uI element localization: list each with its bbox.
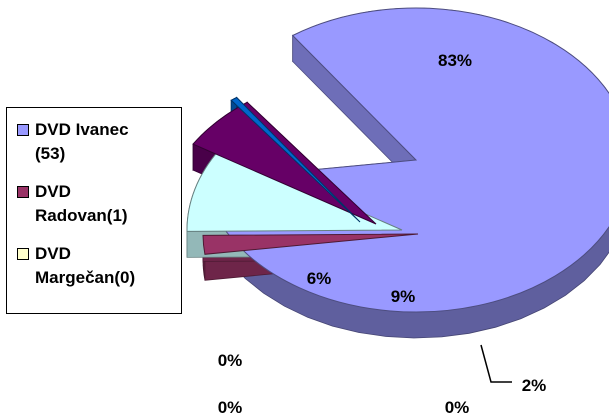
- legend-item-margecan: DVD Margečan(0): [17, 242, 181, 290]
- legend-swatch-radovan: [17, 186, 29, 198]
- label-2: 2%: [522, 376, 547, 395]
- leader-line: [480, 344, 512, 383]
- label-0-c: 0%: [445, 398, 470, 417]
- slice-4: [230, 96, 361, 223]
- label-83: 83%: [438, 51, 472, 70]
- legend-label-radovan: DVD Radovan(1): [35, 182, 128, 225]
- legend-label-ivanec: DVD Ivanec (53): [35, 120, 129, 163]
- label-6: 6%: [307, 269, 332, 288]
- label-9: 9%: [391, 287, 416, 306]
- legend-item-ivanec: DVD Ivanec (53): [17, 118, 181, 166]
- legend-label-margecan: DVD Margečan(0): [35, 244, 136, 287]
- legend: DVD Ivanec (53) DVD Radovan(1) DVD Marge…: [6, 107, 182, 314]
- label-0-a: 0%: [218, 351, 243, 370]
- label-0-b: 0%: [218, 398, 243, 417]
- slice-1: [202, 233, 419, 255]
- slices-layer: [186, 7, 609, 339]
- legend-swatch-ivanec: [17, 124, 29, 136]
- legend-item-radovan: DVD Radovan(1): [17, 180, 181, 228]
- legend-swatch-margecan: [17, 248, 29, 260]
